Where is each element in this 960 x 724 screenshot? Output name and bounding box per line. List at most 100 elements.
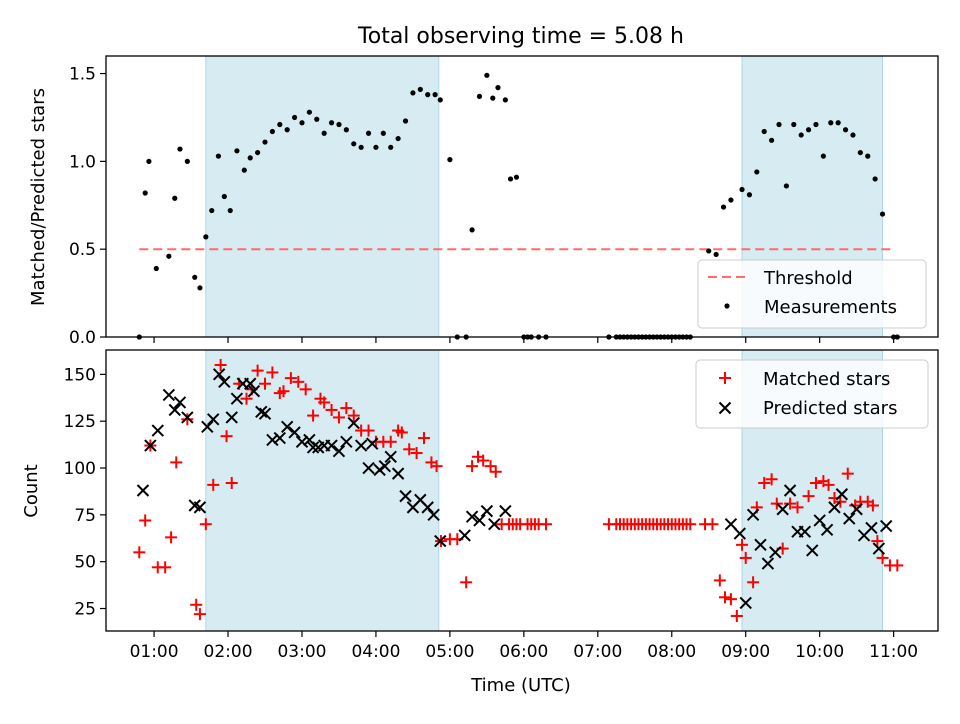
y-tick-label: 0.0 bbox=[69, 328, 96, 348]
predicted-star-point bbox=[872, 542, 886, 555]
matched-star-point bbox=[484, 460, 497, 473]
measurement-point bbox=[172, 195, 178, 201]
matched-star-point bbox=[133, 546, 146, 559]
predicted-star-point bbox=[225, 411, 238, 424]
matched-legend-swatch bbox=[719, 372, 731, 384]
count-panel-frame bbox=[105, 349, 939, 632]
measurement-point bbox=[447, 157, 453, 163]
measurement-point bbox=[221, 193, 227, 200]
measurement-point bbox=[706, 248, 712, 254]
measurement-point bbox=[507, 176, 514, 182]
x-tick-label: 05:00 bbox=[425, 642, 474, 662]
measurement-point bbox=[417, 86, 423, 92]
predicted-star-point bbox=[373, 463, 386, 477]
count-y-axis-label: Count bbox=[21, 464, 42, 517]
predicted-star-point bbox=[136, 484, 150, 497]
measurement-point bbox=[291, 114, 298, 121]
predicted-star-point bbox=[806, 544, 819, 557]
matched-star-point bbox=[307, 409, 320, 422]
matched-star-point bbox=[891, 559, 904, 572]
predicted-star-point bbox=[340, 435, 353, 449]
predicted-star-point bbox=[366, 437, 379, 450]
measurement-point bbox=[241, 167, 247, 173]
measurement-point bbox=[269, 128, 275, 135]
count-panel-y-ticks: 25 50 75 100 125 150 bbox=[64, 365, 106, 620]
matched-star-point bbox=[347, 409, 360, 422]
x-axis-label: Time (UTC) bbox=[470, 675, 571, 696]
y-tick-label: 0.5 bbox=[69, 240, 96, 260]
measurement-point bbox=[713, 251, 719, 258]
measurement-point bbox=[865, 153, 871, 159]
predicted-star-point bbox=[798, 525, 812, 538]
matched-star-point bbox=[362, 424, 375, 437]
matched-star-point bbox=[871, 535, 884, 548]
matched-star-point bbox=[214, 358, 227, 371]
x-tick-label: 11:00 bbox=[869, 642, 918, 662]
ratio-y-axis-label: Matched/Predicted stars bbox=[28, 88, 49, 306]
matched-star-point bbox=[489, 465, 502, 478]
measurement-point bbox=[192, 274, 198, 280]
measurement-point bbox=[142, 190, 148, 196]
predicted-star-point bbox=[266, 433, 279, 447]
matched-star-point bbox=[430, 460, 443, 473]
predicted-star-point bbox=[168, 403, 181, 417]
predicted-star-point bbox=[144, 439, 157, 452]
measurement-point bbox=[798, 132, 804, 138]
measurement-point bbox=[321, 130, 327, 136]
matched-star-point bbox=[758, 477, 771, 490]
matched-star-point bbox=[332, 411, 345, 424]
measurement-point bbox=[336, 121, 342, 128]
matched-star-point bbox=[466, 460, 479, 473]
measurement-point bbox=[284, 127, 290, 133]
measurement-point bbox=[234, 148, 240, 154]
measurement-point bbox=[720, 204, 727, 210]
matched-star-point bbox=[292, 375, 305, 388]
matched-star-point bbox=[802, 490, 815, 503]
measurement-point bbox=[437, 97, 443, 103]
matched-star-point bbox=[866, 499, 879, 512]
measurement-point bbox=[262, 139, 268, 145]
predicted-legend-swatch bbox=[718, 401, 732, 415]
ratio-panel-x-ticks bbox=[153, 337, 895, 343]
predicted-star-point bbox=[173, 396, 187, 409]
measurement-point bbox=[351, 141, 357, 147]
y-tick-label: 25 bbox=[74, 600, 96, 620]
matched-star-point bbox=[822, 478, 835, 491]
predicted-legend-marker bbox=[718, 401, 732, 415]
matched-star-point bbox=[418, 432, 431, 445]
predicted-star-point bbox=[255, 405, 268, 419]
predicted-star-point bbox=[754, 538, 767, 552]
measurement-point bbox=[177, 146, 183, 152]
predicted-star-point bbox=[193, 501, 207, 514]
measurement-point bbox=[299, 120, 305, 126]
measurement-point bbox=[820, 153, 826, 159]
measurement-points bbox=[136, 72, 900, 340]
predicted-star-point bbox=[280, 420, 294, 434]
measurement-point bbox=[227, 207, 233, 214]
predicted-star-point bbox=[458, 529, 471, 542]
matched-star-point bbox=[477, 454, 490, 467]
shaded-interval bbox=[205, 349, 440, 632]
matched-star-point bbox=[266, 366, 279, 379]
predicted-star-point bbox=[354, 439, 368, 452]
predicted-star-point bbox=[776, 503, 789, 516]
matched-star-point bbox=[299, 383, 312, 396]
matched-star-point bbox=[841, 467, 854, 480]
matched-star-point bbox=[410, 447, 423, 460]
ratio-panel: 0.0 0.5 1.0 1.5 Matched/Predicted stars Thr… bbox=[28, 55, 939, 348]
measurement-point bbox=[835, 120, 841, 126]
predicted-star-point bbox=[843, 512, 856, 525]
predicted-star-point bbox=[230, 392, 244, 405]
predicted-star-point bbox=[820, 523, 834, 537]
measurement-point bbox=[502, 97, 508, 103]
predicted-star-point bbox=[783, 484, 797, 497]
matched-star-point bbox=[747, 576, 760, 589]
predicted-star-point bbox=[162, 388, 176, 402]
predicted-star-point bbox=[362, 461, 375, 475]
y-tick-label: 1.0 bbox=[69, 152, 96, 172]
predicted-star-point bbox=[325, 439, 338, 452]
matched-star-point bbox=[165, 531, 178, 544]
matched-star-point bbox=[220, 430, 233, 443]
predicted-star-point bbox=[473, 514, 486, 527]
